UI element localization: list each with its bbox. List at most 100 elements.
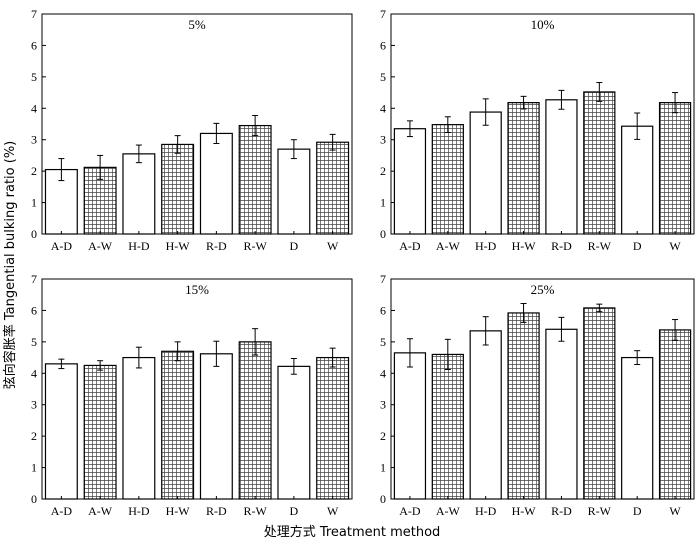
y-tick-label: 7 [31,7,37,21]
bar-r-w [238,124,272,235]
plot-frame [390,13,695,235]
x-tick-label: R-W [588,239,612,253]
y-tick-label: 4 [31,366,37,380]
bar-w [316,141,350,235]
y-tick-label: 6 [31,303,37,317]
bar-h-d [122,153,156,235]
bar-a-d [393,352,427,500]
x-tick-label: R-D [551,504,572,518]
y-tick-label: 4 [380,366,386,380]
x-tick-label: R-W [243,239,267,253]
x-tick-label: W [327,239,339,253]
plot-frame [41,278,353,500]
bar-r-w [583,91,616,235]
x-tick-label: A-W [436,504,461,518]
y-tick-label: 6 [380,38,386,52]
x-tick-label: D [290,504,299,518]
y-tick-label: 1 [31,461,37,475]
x-tick-label: A-D [51,504,73,518]
y-tick-label: 2 [380,164,386,178]
bar-d [621,125,654,235]
bar-h-w [507,102,540,235]
x-tick-label: H-D [128,239,150,253]
x-tick-label: W [327,504,339,518]
bar-r-d [545,99,578,235]
x-tick-label: A-W [88,239,113,253]
y-tick-label: 3 [31,398,37,412]
panel-10pct: 0 1 2 3 4 5 6 7 10% A-D A-W H-D H-W R-D R-W D W [380,7,695,253]
y-tick-label: 1 [380,461,386,475]
bar-r-w [238,341,272,500]
y-tick-label: 0 [31,227,37,241]
x-tick-label: W [669,504,681,518]
y-tick-label: 0 [380,227,386,241]
y-tick-label: 7 [31,272,37,286]
bar-d [277,148,311,235]
bar-r-w [583,307,616,500]
bar-a-w [83,364,117,500]
x-tick-label: R-W [243,504,267,518]
x-tick-label: H-W [166,504,191,518]
bar-h-w [507,312,540,500]
bar-a-d [44,363,78,500]
y-tick-label: 7 [380,7,386,21]
y-tick-label: 0 [380,492,386,506]
x-tick-label: H-D [475,239,497,253]
bar-a-d [393,128,427,235]
x-tick-label: A-D [399,504,421,518]
bar-h-d [122,356,156,500]
panel-15pct: 0 1 2 3 4 5 6 7 15% A-D A-W H-D H-W R-D R-W D W [31,272,353,518]
x-tick-label: A-W [88,504,113,518]
y-tick-label: 3 [380,398,386,412]
y-tick-label: 5 [380,70,386,84]
x-tick-label: D [633,239,642,253]
y-tick-label: 4 [380,101,386,115]
x-tick-label: R-W [588,504,612,518]
bar-h-d [469,330,502,500]
bar-r-d [199,132,233,235]
x-tick-label: A-W [436,239,461,253]
bar-h-w [161,143,195,235]
y-tick-label: 2 [31,164,37,178]
panel-title: 5% [188,17,206,32]
y-tick-label: 7 [380,272,386,286]
bar-a-w [431,353,464,500]
bar-w [316,356,350,500]
bar-d [277,365,311,500]
y-tick-label: 3 [31,133,37,147]
panel-25pct: 0 1 2 3 4 5 6 7 25% A-D A-W H-D H-W R-D R-W D W [380,272,695,518]
x-tick-label: D [290,239,299,253]
x-axis-label: 处理方式 Treatment method [264,524,441,540]
x-tick-label: H-D [475,504,497,518]
panel-title: 25% [531,282,555,297]
panel-5pct: 0 1 2 3 4 5 6 7 5% A-D A-W H-D H-W R-D R-W D W [31,7,353,253]
y-tick-label: 6 [380,303,386,317]
x-tick-label: A-D [399,239,421,253]
bar-r-d [199,353,233,500]
x-tick-label: R-D [551,239,572,253]
bar-a-w [431,124,464,235]
y-tick-label: 5 [31,335,37,349]
x-tick-label: H-W [512,504,537,518]
bar-h-w [161,350,195,500]
x-tick-label: R-D [206,504,227,518]
bar-w [658,329,692,500]
y-tick-label: 5 [31,70,37,84]
panel-title: 10% [531,17,555,32]
y-tick-label: 3 [380,133,386,147]
bar-w [658,102,692,235]
y-axis-label: 弦向容胀率 Tangential bulking ratio (%) [2,141,18,390]
x-tick-label: H-W [512,239,537,253]
y-tick-label: 2 [380,429,386,443]
y-tick-label: 5 [380,335,386,349]
y-tick-label: 1 [380,196,386,210]
plot-frame [41,13,353,235]
x-tick-label: W [669,239,681,253]
x-tick-label: D [633,504,642,518]
y-tick-label: 2 [31,429,37,443]
bar-d [621,356,654,500]
y-tick-label: 6 [31,38,37,52]
x-tick-label: A-D [51,239,73,253]
y-tick-label: 4 [31,101,37,115]
